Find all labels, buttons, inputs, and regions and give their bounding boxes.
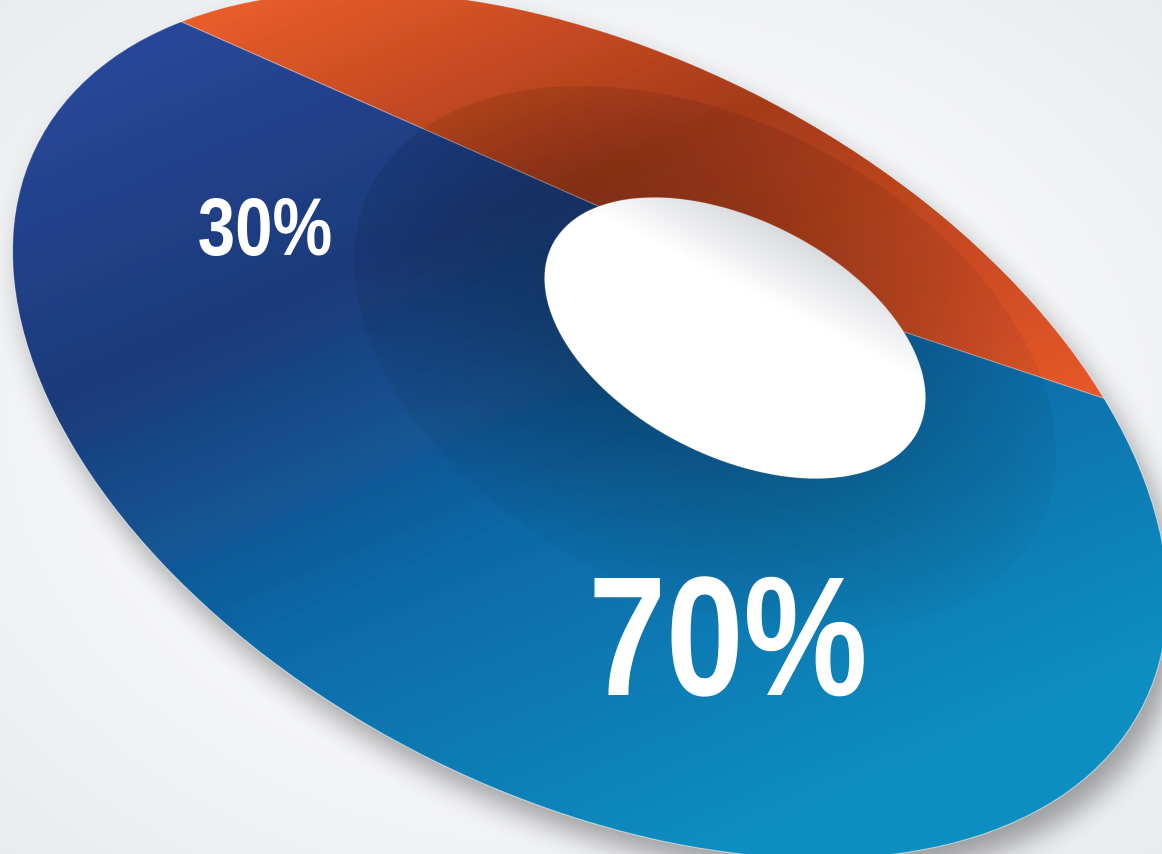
donut-hole (544, 197, 926, 479)
data-label-70-percent: 70% (589, 541, 868, 731)
data-label-30-percent: 30% (198, 181, 333, 273)
